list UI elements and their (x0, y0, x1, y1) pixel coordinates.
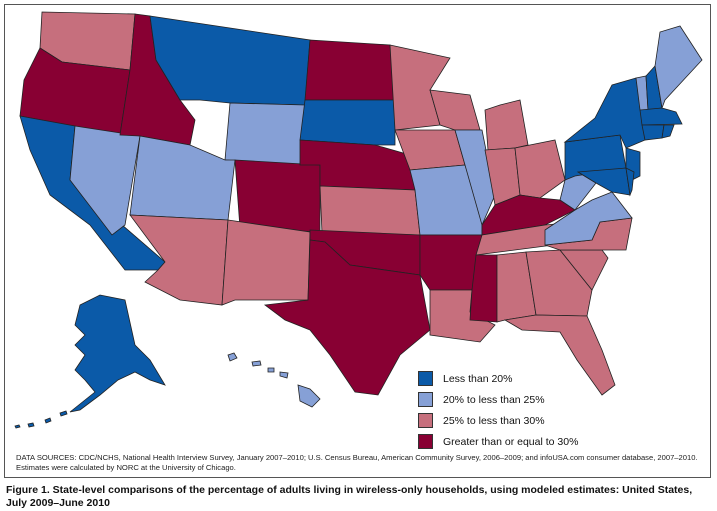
legend-swatch (418, 371, 433, 386)
state-ms (469, 254, 498, 323)
state-va (544, 191, 633, 246)
legend-item: 20% to less than 25% (418, 389, 578, 410)
state-fl (503, 314, 616, 396)
state-hi (227, 352, 321, 408)
state-me (654, 25, 703, 110)
legend-item: Less than 20% (418, 368, 578, 389)
legend-swatch (418, 434, 433, 449)
legend-label: Less than 20% (443, 372, 513, 385)
state-ak-islands (14, 410, 68, 429)
legend-swatch (418, 392, 433, 407)
us-map (14, 11, 703, 429)
state-nd (304, 39, 396, 101)
state-oh (514, 139, 566, 199)
state-sd (299, 99, 396, 146)
state-il (454, 129, 496, 227)
state-ak (69, 294, 166, 413)
legend-item: 25% to less than 30% (418, 410, 578, 431)
state-ri (661, 124, 675, 139)
state-co (234, 159, 321, 233)
state-ut (129, 135, 236, 221)
figure-frame (4, 4, 711, 478)
state-mi (484, 99, 529, 151)
state-ks (319, 185, 421, 236)
state-ct (641, 124, 665, 141)
legend-label: 25% to less than 30% (443, 414, 545, 427)
legend-label: 20% to less than 25% (443, 393, 545, 406)
state-nv (69, 125, 141, 236)
state-ma (639, 107, 683, 126)
data-sources-note: DATA SOURCES: CDC/NCHS, National Health … (16, 453, 698, 472)
state-de (625, 167, 635, 197)
legend-swatch (418, 413, 433, 428)
state-wy (224, 102, 306, 166)
map-legend: Less than 20% 20% to less than 25% 25% t… (418, 368, 578, 452)
figure-caption: Figure 1. State-level comparisons of the… (6, 484, 693, 509)
state-ga (525, 249, 593, 317)
state-nm (221, 219, 311, 306)
legend-item: Greater than or equal to 30% (418, 431, 578, 452)
state-md (576, 167, 631, 196)
legend-label: Greater than or equal to 30% (443, 435, 579, 448)
state-tx (263, 239, 431, 396)
